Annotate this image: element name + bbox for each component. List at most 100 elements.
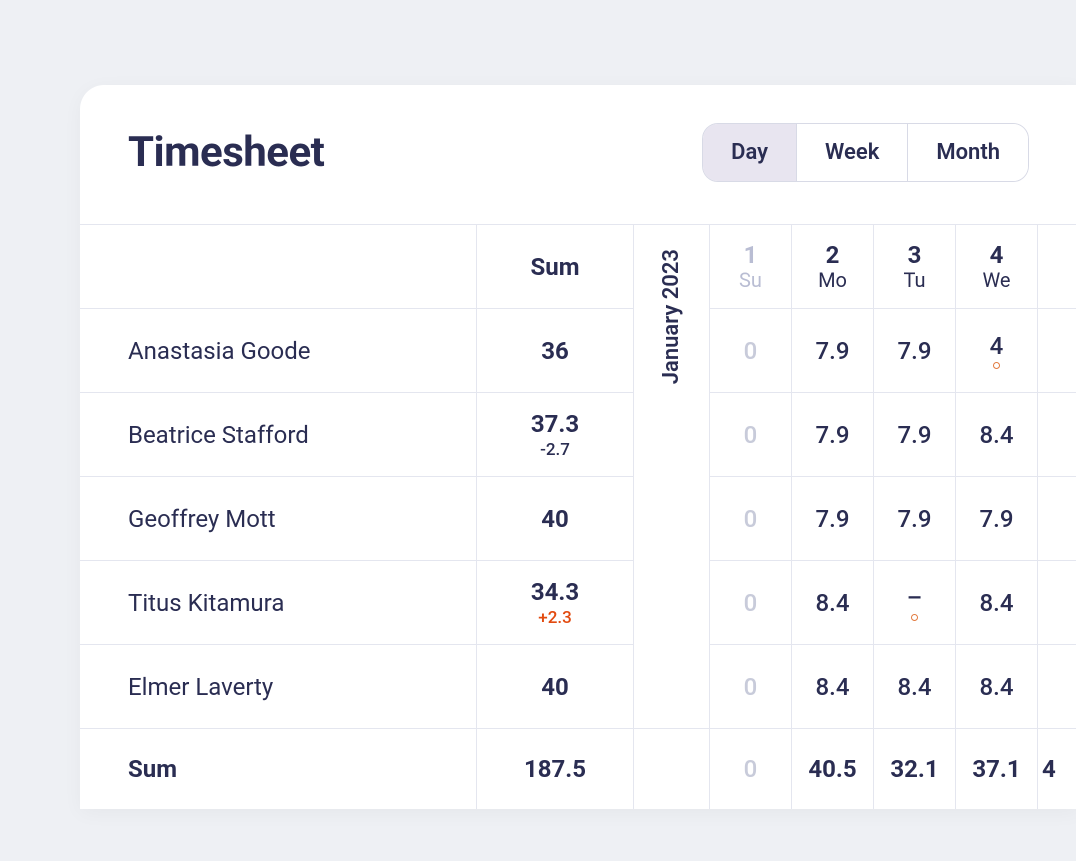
totals-day-value: 0 [744, 755, 758, 783]
day-cell-peek [1038, 393, 1076, 477]
employee-sum: 40 [476, 645, 634, 729]
day-value: 7.9 [816, 505, 850, 533]
timesheet-card: Timesheet Day Week Month Sum January 202… [80, 85, 1076, 809]
day-value: 8.4 [898, 673, 932, 701]
totals-label: Sum [80, 729, 476, 809]
view-tabs: Day Week Month [702, 123, 1029, 182]
employee-sum: 37.3 -2.7 [476, 393, 634, 477]
sum-value: 36 [541, 337, 569, 365]
day-cell[interactable]: 8.4 [792, 645, 874, 729]
day-num: 3 [908, 242, 922, 268]
tab-month[interactable]: Month [908, 124, 1028, 181]
day-cell[interactable]: 7.9 [874, 477, 956, 561]
tab-week[interactable]: Week [797, 124, 908, 181]
day-cell[interactable]: 0 [710, 309, 792, 393]
day-label: Tu [903, 269, 925, 291]
totals-day-cell: 32.1 [874, 729, 956, 809]
day-value: 8.4 [980, 421, 1014, 449]
day-cell[interactable]: 7.9 [792, 309, 874, 393]
employee-sum: 34.3 +2.3 [476, 561, 634, 645]
totals-day-value: 40.5 [808, 755, 856, 783]
header-day-peek [1038, 225, 1076, 309]
month-label: January 2023 [659, 249, 684, 384]
sum-delta: -2.7 [540, 440, 570, 460]
header-day-2[interactable]: 3 Tu [874, 225, 956, 309]
day-cell[interactable]: 0 [710, 393, 792, 477]
day-value: – [907, 584, 922, 612]
totals-day-cell: 0 [710, 729, 792, 809]
employee-name[interactable]: Titus Kitamura [80, 561, 476, 645]
day-value: 7.9 [816, 421, 850, 449]
card-header: Timesheet Day Week Month [80, 85, 1076, 224]
day-cell[interactable]: 0 [710, 645, 792, 729]
day-cell-peek [1038, 477, 1076, 561]
day-cell[interactable]: 4 [956, 309, 1038, 393]
day-cell[interactable]: 7.9 [874, 393, 956, 477]
employee-name[interactable]: Elmer Laverty [80, 645, 476, 729]
day-value: 0 [744, 337, 758, 365]
day-cell-peek [1038, 645, 1076, 729]
totals-sum-value: 187.5 [524, 755, 586, 783]
day-value: 4 [990, 332, 1004, 360]
day-cell[interactable]: 8.4 [956, 561, 1038, 645]
day-label: Mo [818, 269, 847, 291]
day-cell[interactable]: 7.9 [956, 477, 1038, 561]
employee-name[interactable]: Anastasia Goode [80, 309, 476, 393]
totals-day-value: 37.1 [972, 755, 1020, 783]
employee-name[interactable]: Geoffrey Mott [80, 477, 476, 561]
day-cell[interactable]: 8.4 [956, 393, 1038, 477]
day-cell[interactable]: 7.9 [792, 477, 874, 561]
sum-value: 37.3 [531, 410, 579, 438]
day-value: 7.9 [816, 337, 850, 365]
day-cell[interactable]: 7.9 [792, 393, 874, 477]
day-label: We [982, 269, 1010, 291]
sum-value: 40 [541, 505, 569, 533]
day-value: 8.4 [980, 589, 1014, 617]
marker-dot-icon [993, 362, 1000, 369]
day-cell[interactable]: 8.4 [956, 645, 1038, 729]
day-num: 4 [990, 242, 1004, 268]
totals-day-value: 32.1 [890, 755, 938, 783]
day-cell[interactable]: 7.9 [874, 309, 956, 393]
day-cell[interactable]: 8.4 [792, 561, 874, 645]
header-day-1[interactable]: 2 Mo [792, 225, 874, 309]
day-value: 8.4 [816, 589, 850, 617]
sum-value: 34.3 [531, 578, 579, 606]
header-day-3[interactable]: 4 We [956, 225, 1038, 309]
sum-delta: +2.3 [538, 608, 572, 628]
day-cell[interactable]: 8.4 [874, 645, 956, 729]
header-day-0[interactable]: 1 Su [710, 225, 792, 309]
marker-dot-icon [911, 614, 918, 621]
sum-value: 40 [541, 673, 569, 701]
month-label-cell: January 2023 [634, 225, 710, 729]
day-value: 7.9 [980, 505, 1014, 533]
day-value: 7.9 [898, 337, 932, 365]
day-value: 0 [744, 673, 758, 701]
day-value: 7.9 [898, 421, 932, 449]
day-cell[interactable]: – [874, 561, 956, 645]
totals-peek-value: 4 [1042, 755, 1056, 783]
day-value: 0 [744, 505, 758, 533]
day-cell[interactable]: 0 [710, 561, 792, 645]
day-label: Su [739, 269, 762, 291]
totals-day-peek: 4 [1038, 729, 1076, 809]
employee-name[interactable]: Beatrice Stafford [80, 393, 476, 477]
sum-header-label: Sum [530, 253, 579, 281]
totals-day-cell: 37.1 [956, 729, 1038, 809]
totals-day-cell: 40.5 [792, 729, 874, 809]
day-num: 1 [744, 242, 758, 268]
tab-day[interactable]: Day [703, 124, 797, 181]
day-value: 0 [744, 421, 758, 449]
employee-sum: 40 [476, 477, 634, 561]
day-value: 0 [744, 589, 758, 617]
day-cell[interactable]: 0 [710, 477, 792, 561]
page-title: Timesheet [128, 128, 324, 177]
header-sum: Sum [476, 225, 634, 309]
header-name-blank [80, 225, 476, 309]
day-cell-peek [1038, 309, 1076, 393]
month-spacer [634, 729, 710, 809]
day-num: 2 [826, 242, 840, 268]
day-value: 8.4 [980, 673, 1014, 701]
day-value: 8.4 [816, 673, 850, 701]
day-value: 7.9 [898, 505, 932, 533]
